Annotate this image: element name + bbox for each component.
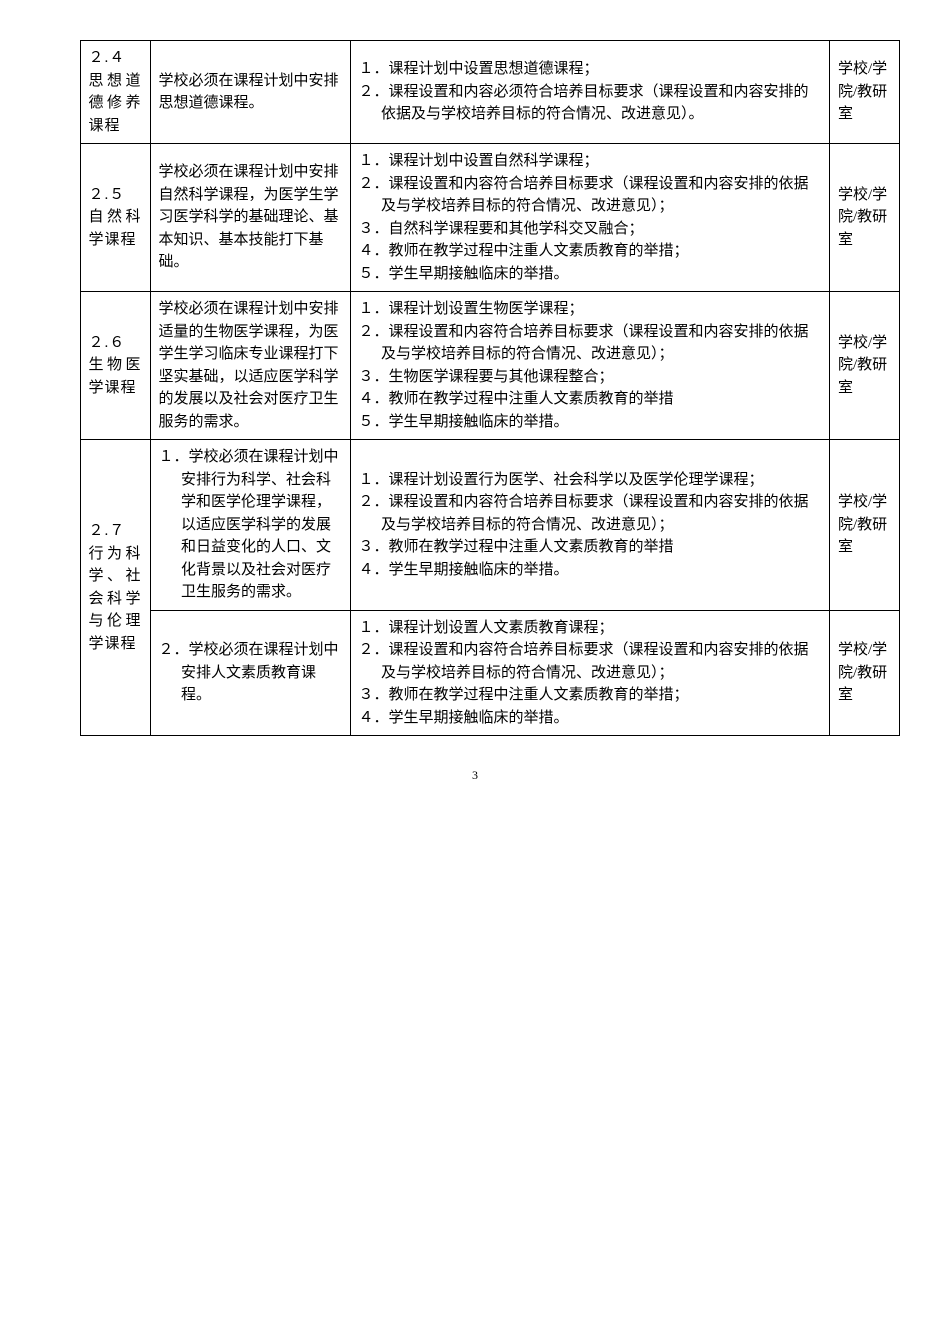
section-id: ２.５自然科学课程 <box>80 144 150 292</box>
table-row: ２.７行为科学、社会科学与伦理学课程 １．学校必须在课程计划中安排行为科学、社会… <box>50 440 900 611</box>
detail-item: ４．学生早期接触临床的举措。 <box>359 559 822 582</box>
id-text: ２.４思想道德修养课程 <box>89 50 142 134</box>
description-cell: １．学校必须在课程计划中安排行为科学、社会科学和医学伦理学课程，以适应医学科学的… <box>150 440 350 611</box>
id-text: ２.５自然科学课程 <box>89 187 142 248</box>
detail-item: ４．教师在教学过程中注重人文素质教育的举措 <box>359 388 822 411</box>
detail-item: ５．学生早期接触临床的举措。 <box>359 263 822 286</box>
id-text: ２.７行为科学、社会科学与伦理学课程 <box>89 523 142 652</box>
desc-text: 学校必须在课程计划中安排适量的生物医学课程，为医学生学习临床专业课程打下坚实基础… <box>159 301 339 430</box>
dept-cell: 学校/学院/教研室 <box>830 610 900 736</box>
curriculum-table: ２.４思想道德修养课程 学校必须在课程计划中安排思想道德课程。 １．课程计划中设… <box>50 40 900 736</box>
desc-text: １．学校必须在课程计划中安排行为科学、社会科学和医学伦理学课程，以适应医学科学的… <box>159 446 342 604</box>
details-cell: １．课程计划设置行为医学、社会科学以及医学伦理学课程； ２．课程设置和内容符合培… <box>350 440 830 611</box>
desc-text: 学校必须在课程计划中安排自然科学课程，为医学生学习医学科学的基础理论、基本知识、… <box>159 164 339 270</box>
spacer-cell <box>50 41 80 736</box>
table-row: ２.６生物医学课程 学校必须在课程计划中安排适量的生物医学课程，为医学生学习临床… <box>50 292 900 440</box>
dept-cell: 学校/学院/教研室 <box>830 292 900 440</box>
details-cell: １．课程计划设置生物医学课程； ２．课程设置和内容符合培养目标要求（课程设置和内… <box>350 292 830 440</box>
id-text: ２.６生物医学课程 <box>89 335 142 396</box>
desc-text: ２．学校必须在课程计划中安排人文素质教育课程。 <box>159 639 342 707</box>
detail-item: ３．生物医学课程要与其他课程整合； <box>359 366 822 389</box>
dept-cell: 学校/学院/教研室 <box>830 41 900 144</box>
dept-text: 学校/学院/教研室 <box>838 642 887 703</box>
dept-cell: 学校/学院/教研室 <box>830 440 900 611</box>
description-cell: 学校必须在课程计划中安排自然科学课程，为医学生学习医学科学的基础理论、基本知识、… <box>150 144 350 292</box>
detail-item: ４．教师在教学过程中注重人文素质教育的举措； <box>359 240 822 263</box>
detail-item: ３．自然科学课程要和其他学科交叉融合； <box>359 218 822 241</box>
dept-cell: 学校/学院/教研室 <box>830 144 900 292</box>
details-cell: １．课程计划中设置思想道德课程； ２．课程设置和内容必须符合培养目标要求（课程设… <box>350 41 830 144</box>
section-id: ２.６生物医学课程 <box>80 292 150 440</box>
description-cell: 学校必须在课程计划中安排思想道德课程。 <box>150 41 350 144</box>
detail-item: ２．课程设置和内容符合培养目标要求（课程设置和内容安排的依据及与学校培养目标的符… <box>359 491 822 536</box>
table-row: ２.５自然科学课程 学校必须在课程计划中安排自然科学课程，为医学生学习医学科学的… <box>50 144 900 292</box>
dept-text: 学校/学院/教研室 <box>838 187 887 248</box>
detail-item: ２．课程设置和内容必须符合培养目标要求（课程设置和内容安排的依据及与学校培养目标… <box>359 81 822 126</box>
section-id: ２.７行为科学、社会科学与伦理学课程 <box>80 440 150 736</box>
page-number: 3 <box>50 766 900 784</box>
detail-item: １．课程计划中设置自然科学课程； <box>359 150 822 173</box>
table-row: ２．学校必须在课程计划中安排人文素质教育课程。 １．课程计划设置人文素质教育课程… <box>50 610 900 736</box>
table-row: ２.４思想道德修养课程 学校必须在课程计划中安排思想道德课程。 １．课程计划中设… <box>50 41 900 144</box>
detail-item: ２．课程设置和内容符合培养目标要求（课程设置和内容安排的依据及与学校培养目标的符… <box>359 173 822 218</box>
desc-text: 学校必须在课程计划中安排思想道德课程。 <box>159 73 339 112</box>
details-cell: １．课程计划中设置自然科学课程； ２．课程设置和内容符合培养目标要求（课程设置和… <box>350 144 830 292</box>
detail-item: １．课程计划中设置思想道德课程； <box>359 58 822 81</box>
detail-item: ２．课程设置和内容符合培养目标要求（课程设置和内容安排的依据及与学校培养目标的符… <box>359 321 822 366</box>
description-cell: 学校必须在课程计划中安排适量的生物医学课程，为医学生学习临床专业课程打下坚实基础… <box>150 292 350 440</box>
dept-text: 学校/学院/教研室 <box>838 494 887 555</box>
detail-item: １．课程计划设置生物医学课程； <box>359 298 822 321</box>
detail-item: ３．教师在教学过程中注重人文素质教育的举措 <box>359 536 822 559</box>
section-id: ２.４思想道德修养课程 <box>80 41 150 144</box>
detail-item: ４．学生早期接触临床的举措。 <box>359 707 822 730</box>
detail-item: １．课程计划设置行为医学、社会科学以及医学伦理学课程； <box>359 469 822 492</box>
dept-text: 学校/学院/教研室 <box>838 61 887 122</box>
description-cell: ２．学校必须在课程计划中安排人文素质教育课程。 <box>150 610 350 736</box>
dept-text: 学校/学院/教研室 <box>838 335 887 396</box>
detail-item: ５．学生早期接触临床的举措。 <box>359 411 822 434</box>
details-cell: １．课程计划设置人文素质教育课程； ２．课程设置和内容符合培养目标要求（课程设置… <box>350 610 830 736</box>
detail-item: ２．课程设置和内容符合培养目标要求（课程设置和内容安排的依据及与学校培养目标的符… <box>359 639 822 684</box>
detail-item: ３．教师在教学过程中注重人文素质教育的举措； <box>359 684 822 707</box>
detail-item: １．课程计划设置人文素质教育课程； <box>359 617 822 640</box>
